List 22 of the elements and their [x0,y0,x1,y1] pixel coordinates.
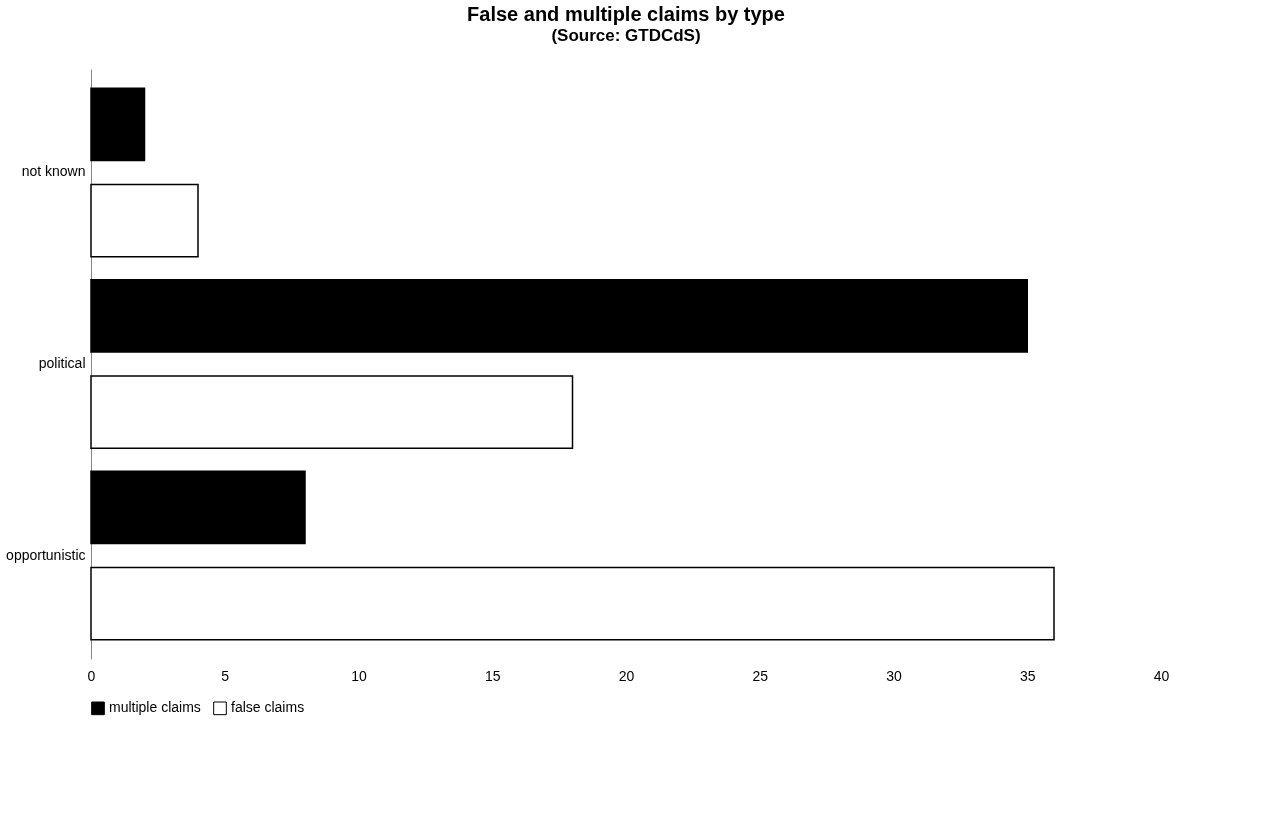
x-tick-label: 15 [484,667,501,684]
x-tick-label: 10 [351,667,367,684]
legend-label: false claims [231,699,305,716]
bar [90,183,199,258]
y-tick-label: opportunistic [6,546,86,563]
chart-title: False and multiple claims by type [467,3,785,25]
x-tick-label: 30 [886,667,902,684]
bar [90,278,1028,353]
bar [90,375,574,450]
bar [90,87,146,162]
bar [90,566,1055,641]
x-tick-label: 40 [1153,667,1170,684]
x-tick-label: 0 [87,667,96,684]
bar [90,470,306,545]
x-tick-label: 35 [1019,667,1036,684]
x-tick-label: 5 [221,667,230,684]
chart-subtitle: (Source: GTDCdS) [551,26,701,45]
y-tick-label: not known [21,163,86,180]
x-tick-label: 25 [752,667,769,684]
legend-label: multiple claims [109,699,201,716]
y-tick-label: political [38,355,86,371]
x-tick-label: 20 [618,667,635,684]
